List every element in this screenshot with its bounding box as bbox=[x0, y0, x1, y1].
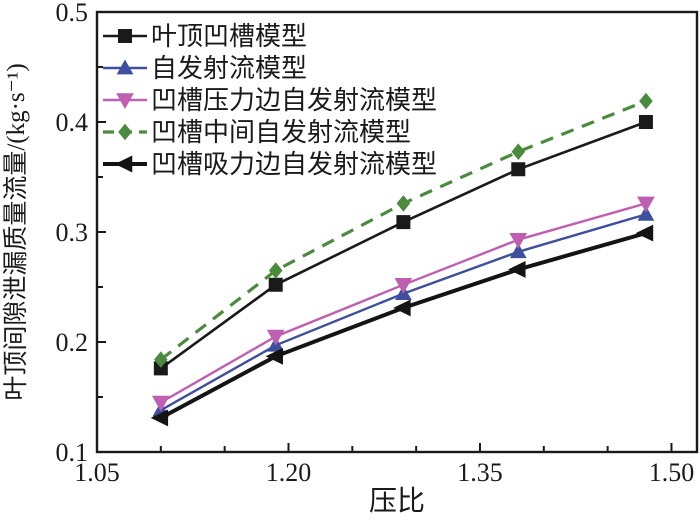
diamond-icon bbox=[118, 123, 132, 141]
legend-item: 叶顶凹槽模型 bbox=[103, 22, 307, 51]
legend-item: 自发射流模型 bbox=[103, 54, 307, 83]
plot-border bbox=[95, 10, 699, 454]
legend: 叶顶凹槽模型自发射流模型凹槽压力边自发射流模型凹槽中间自发射流模型凹槽吸力边自发… bbox=[103, 22, 437, 179]
diamond-marker bbox=[639, 92, 653, 110]
legend-label: 凹槽吸力边自发射流模型 bbox=[151, 150, 437, 179]
triangle-left-marker bbox=[635, 224, 654, 242]
square-icon bbox=[118, 29, 132, 43]
y-tick-label: 0.3 bbox=[56, 218, 89, 247]
triangle-left-marker bbox=[393, 299, 411, 317]
legend-label: 凹槽中间自发射流模型 bbox=[151, 118, 411, 147]
triangle-up-marker bbox=[637, 205, 655, 221]
x-tick-label: 1.05 bbox=[74, 458, 120, 487]
y-tick-label: 0.1 bbox=[56, 438, 89, 467]
square-marker bbox=[638, 115, 653, 129]
triangle-down-marker bbox=[509, 232, 528, 249]
legend-item: 凹槽压力边自发射流模型 bbox=[103, 86, 437, 115]
triangle-down-marker bbox=[151, 395, 170, 412]
triangle-left-marker bbox=[150, 409, 169, 427]
diamond-marker bbox=[154, 351, 168, 368]
x-tick-label: 1.20 bbox=[266, 458, 312, 487]
x-tick-label: 1.50 bbox=[649, 458, 695, 487]
triangle-left-marker bbox=[508, 260, 526, 278]
triangle-down-icon bbox=[116, 93, 134, 110]
diamond-marker bbox=[511, 143, 526, 160]
triangle-up-marker bbox=[509, 243, 527, 259]
x-tick-label: 1.35 bbox=[457, 458, 503, 487]
legend-item: 凹槽中间自发射流模型 bbox=[103, 118, 411, 147]
triangle-left-marker bbox=[265, 347, 283, 365]
legend-label: 凹槽压力边自发射流模型 bbox=[151, 86, 437, 115]
series-line-4 bbox=[159, 231, 647, 420]
square-marker bbox=[396, 215, 411, 230]
diamond-marker bbox=[396, 195, 411, 212]
legend-item: 凹槽吸力边自发射流模型 bbox=[103, 150, 437, 179]
square-marker bbox=[511, 162, 526, 177]
x-axis-label: 压比 bbox=[369, 485, 425, 517]
legend-label: 叶顶凹槽模型 bbox=[151, 22, 307, 51]
triangle-left-icon bbox=[114, 155, 133, 173]
triangle-down-marker bbox=[637, 196, 655, 213]
diamond-marker bbox=[268, 262, 283, 279]
y-tick-label: 0.2 bbox=[56, 328, 89, 357]
legend-label: 自发射流模型 bbox=[151, 54, 307, 83]
triangle-up-icon bbox=[116, 59, 134, 75]
triangle-down-marker bbox=[266, 329, 285, 346]
y-tick-label: 0.4 bbox=[56, 108, 89, 137]
y-axis-label: 叶顶间隙泄漏质量流量/(kg·s⁻¹) bbox=[2, 63, 30, 400]
y-tick-label: 0.5 bbox=[56, 0, 89, 27]
data-series bbox=[150, 92, 655, 427]
square-marker bbox=[268, 277, 283, 292]
triangle-down-marker bbox=[394, 278, 413, 294]
